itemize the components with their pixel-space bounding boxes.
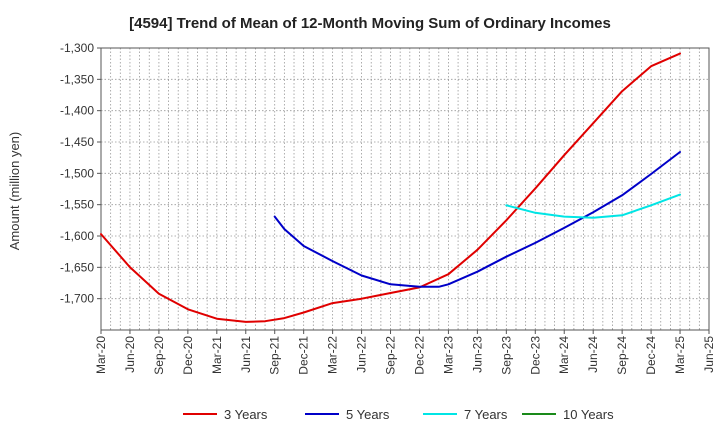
legend-label: 10 Years: [563, 407, 614, 422]
series-line-5-years: [273, 151, 681, 288]
legend-label: 7 Years: [464, 407, 508, 422]
y-tick-label: -1,550: [60, 198, 94, 212]
y-tick-label: -1,500: [60, 166, 94, 180]
x-tick-label: Jun-24: [586, 336, 600, 373]
x-tick-label: Mar-20: [94, 336, 108, 374]
series-line-7-years: [505, 193, 681, 219]
x-tick-label: Dec-22: [412, 336, 426, 375]
x-tick-label: Dec-23: [528, 336, 542, 375]
x-tick-label: Jun-25: [702, 336, 716, 373]
legend: 3 Years 5 Years 7 Years 10 Years: [183, 407, 614, 422]
y-tick-label: -1,450: [60, 135, 94, 149]
x-tick-label: Sep-21: [268, 336, 282, 375]
x-tick-label: Mar-24: [557, 336, 571, 374]
y-ticks: -1,300 -1,350 -1,400 -1,450 -1,500 -1,550 -1,6…: [60, 41, 101, 306]
y-tick-label: -1,400: [60, 104, 94, 118]
x-tick-label: Jun-22: [355, 336, 369, 373]
y-tick-label: -1,700: [60, 292, 94, 306]
x-tick-label: Sep-23: [499, 336, 513, 375]
x-tick-label: Jun-20: [123, 336, 137, 373]
x-tick-label: Dec-20: [181, 336, 195, 375]
x-tick-label: Mar-22: [326, 336, 340, 374]
y-tick-label: -1,650: [60, 260, 94, 274]
x-tick-label: Jun-23: [470, 336, 484, 373]
grid: [101, 47, 709, 330]
x-tick-label: Mar-23: [441, 336, 455, 374]
plot-area: [100, 47, 710, 331]
y-axis-label: Amount (million yen): [7, 132, 22, 251]
legend-label: 5 Years: [346, 407, 390, 422]
x-tick-label: Sep-20: [152, 336, 166, 375]
legend-label: 3 Years: [224, 407, 268, 422]
x-tick-label: Sep-24: [615, 336, 629, 375]
y-tick-label: -1,600: [60, 229, 94, 243]
x-ticks: Mar-20 Jun-20 Sep-20 Dec-20 Mar-21 Jun-21 Sep-…: [94, 330, 716, 375]
series-lines: [100, 52, 681, 323]
chart-title: [4594] Trend of Mean of 12-Month Moving …: [129, 15, 611, 32]
x-tick-label: Dec-24: [644, 336, 658, 375]
x-tick-label: Mar-25: [673, 336, 687, 374]
x-tick-label: Jun-21: [239, 336, 253, 373]
series-line-3-years: [100, 52, 681, 323]
x-tick-label: Dec-21: [297, 336, 311, 375]
y-tick-label: -1,300: [60, 41, 94, 55]
y-tick-label: -1,350: [60, 72, 94, 86]
x-tick-label: Mar-21: [210, 336, 224, 374]
x-tick-label: Sep-22: [384, 336, 398, 375]
